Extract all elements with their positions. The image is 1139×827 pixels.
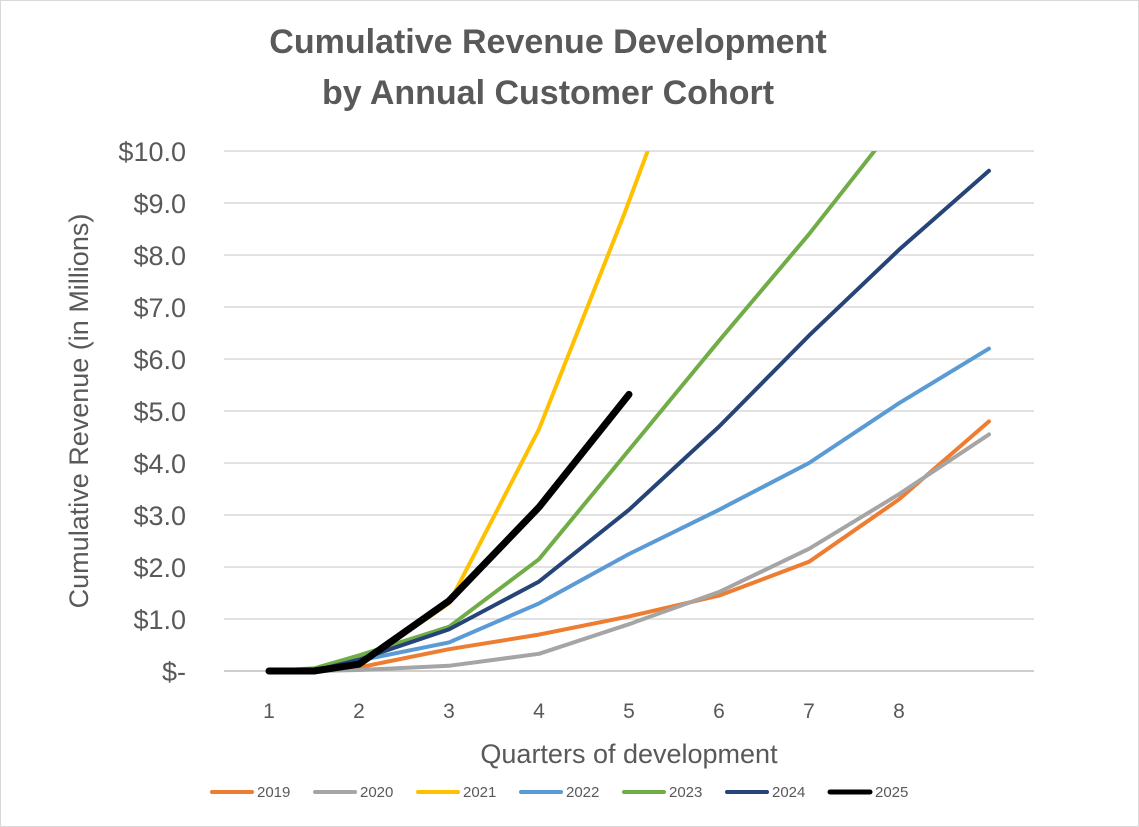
legend-label: 2020 [360,784,393,801]
y-tick-label: $4.0 [133,449,186,479]
legend-label: 2025 [875,784,908,801]
x-tick-label: 7 [803,700,815,723]
x-tick-label: 6 [713,700,725,723]
x-tick-label: 2 [353,700,365,723]
x-tick-label: 5 [623,700,635,723]
x-tick-label: 4 [533,700,545,723]
legend: 2019 2020 2021 2022 2023 2024 2025 [210,784,908,801]
x-tick-label: 8 [893,700,905,723]
legend-item-2019: 2019 [210,784,290,801]
y-tick-label: $8.0 [133,241,186,271]
y-tick-label: $9.0 [133,189,186,219]
legend-label: 2021 [463,784,496,801]
series-line-2023 [267,151,877,673]
y-tick-labels: $- $1.0 $2.0 $3.0 $4.0 $5.0 $6.0 $7.0 $8.0 $9.0 $1… [118,137,186,687]
chart-title-line-2: by Annual Customer Cohort [322,74,774,112]
legend-item-2021: 2021 [416,784,496,801]
y-axis-label: Cumulative Revenue (in Millions) [64,214,94,609]
series-lines [265,151,991,675]
y-tick-label: $1.0 [133,605,186,635]
y-tick-label: $6.0 [133,345,186,375]
y-tick-label: $7.0 [133,293,186,323]
legend-item-2022: 2022 [519,784,599,801]
legend-item-2025: 2025 [827,784,908,801]
legend-item-2020: 2020 [313,784,393,801]
y-tick-label: $5.0 [133,397,186,427]
x-tick-label: 1 [263,700,275,723]
x-tick-label: 3 [443,700,455,723]
legend-label: 2024 [772,784,805,801]
x-tick-labels: 1 2 3 4 5 6 7 8 [263,700,905,723]
series-line-2024 [267,168,991,673]
legend-item-2023: 2023 [622,784,702,801]
y-tick-label: $2.0 [133,553,186,583]
x-axis-label: Quarters of development [480,739,778,769]
y-tick-label: $3.0 [133,501,186,531]
series-line-2019 [267,419,991,673]
legend-label: 2022 [566,784,599,801]
gridlines [224,150,1034,672]
series-line-2025 [265,390,633,675]
chart-title-line-1: Cumulative Revenue Development [269,23,826,61]
legend-label: 2019 [257,784,290,801]
y-tick-label: $10.0 [118,137,186,167]
legend-item-2024: 2024 [725,784,805,801]
y-tick-label: $- [162,657,186,687]
legend-label: 2023 [669,784,702,801]
